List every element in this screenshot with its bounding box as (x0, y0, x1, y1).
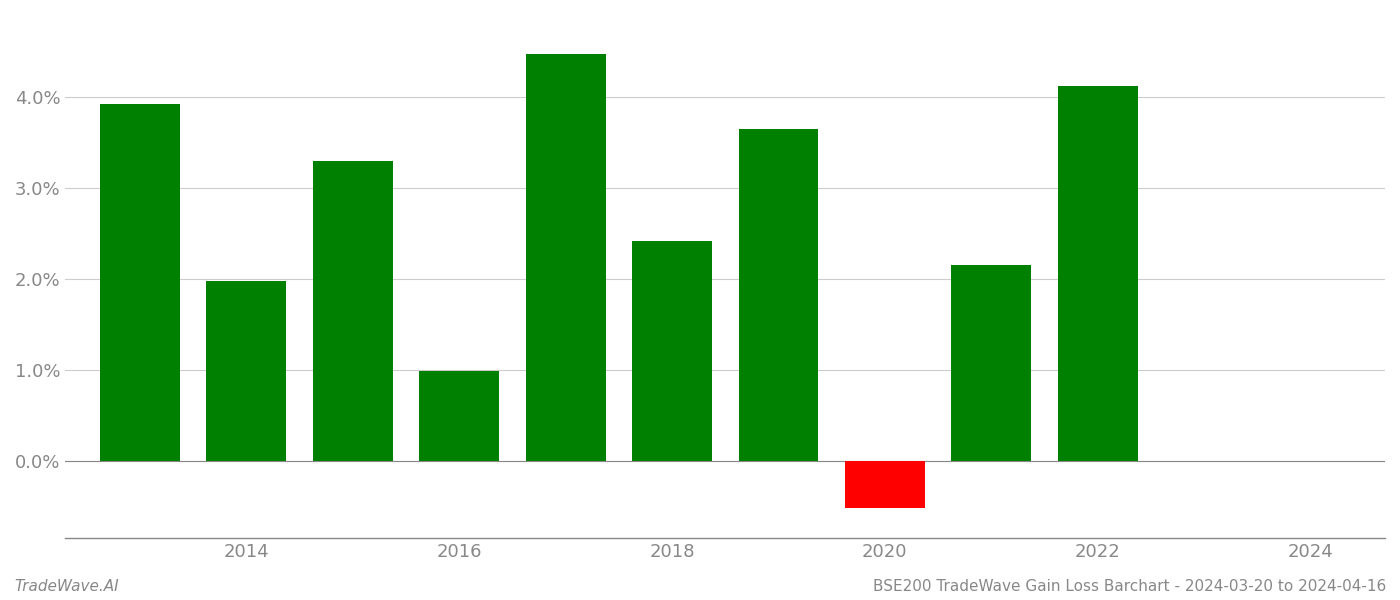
Bar (99, 104, 179, 461)
Bar (526, 54, 606, 461)
Text: BSE200 TradeWave Gain Loss Barchart - 2024-03-20 to 2024-04-16: BSE200 TradeWave Gain Loss Barchart - 20… (872, 579, 1386, 594)
Bar (312, 161, 393, 461)
Bar (420, 371, 500, 461)
Bar (1058, 86, 1138, 461)
Bar (846, 461, 925, 508)
Bar (739, 129, 819, 461)
Text: TradeWave.AI: TradeWave.AI (14, 579, 119, 594)
Bar (952, 265, 1032, 461)
Bar (633, 241, 713, 461)
Bar (206, 281, 286, 461)
